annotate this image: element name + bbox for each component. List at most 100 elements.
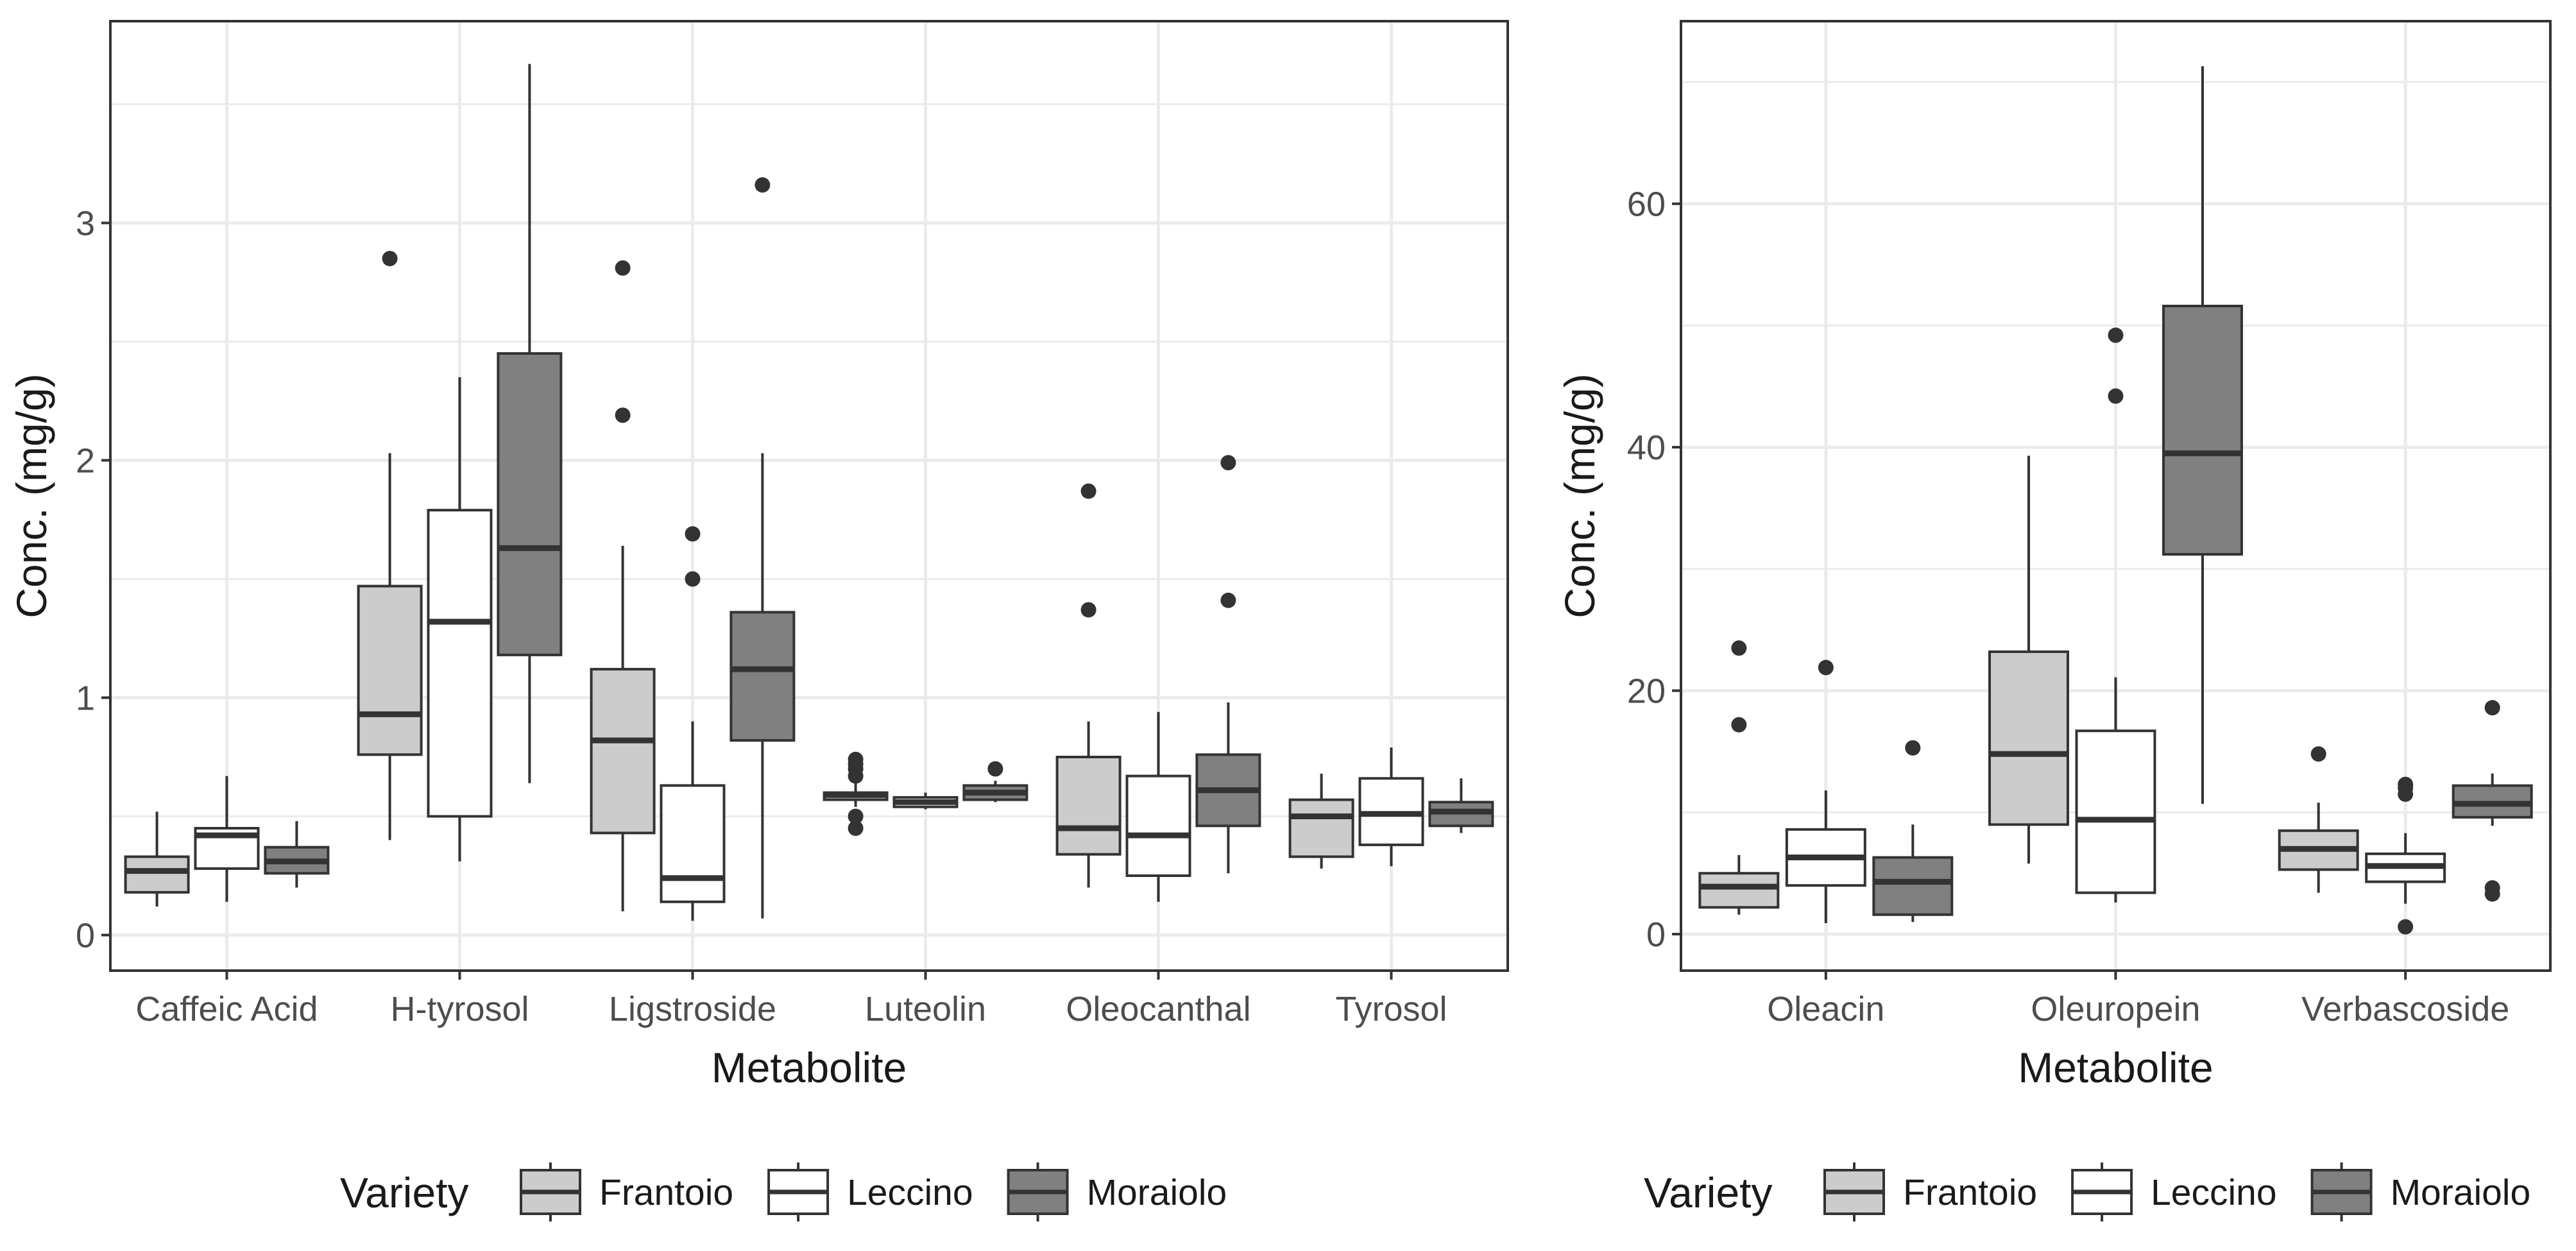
outlier-point xyxy=(615,407,631,423)
chart-right: 0 20 40 60 Oleacin Oleuropein Verbascoside Meta… xyxy=(1556,20,2552,1091)
box-iqr xyxy=(427,509,493,818)
outlier-point xyxy=(2398,776,2414,792)
outlier-point xyxy=(2484,700,2500,716)
legend-entry-moraiolo: Moraiolo xyxy=(1007,1162,1227,1221)
box-oleuropein-leccino xyxy=(2075,327,2156,903)
legend-title: Variety xyxy=(1644,1169,1773,1216)
outlier-point xyxy=(685,571,701,587)
y-tick-label: 3 xyxy=(76,205,95,243)
box-iqr xyxy=(1288,798,1354,858)
outlier-point xyxy=(1220,592,1236,608)
outlier-point xyxy=(382,251,398,266)
box-oleuropein-moraiolo xyxy=(2162,66,2243,804)
outlier-point xyxy=(2108,388,2124,404)
y-axis-title: Conc. (mg/g) xyxy=(1556,373,1603,618)
legend-label: Frantoio xyxy=(599,1172,733,1213)
y-axis-title: Conc. (mg/g) xyxy=(8,373,55,618)
legend-label: Leccino xyxy=(2151,1172,2276,1213)
box-luteolin-leccino xyxy=(892,792,959,810)
chart-left: 0 1 2 3 Caffeic Acid H-tyrosol Ligstroside Lute… xyxy=(8,20,1509,1091)
legend-label: Frantoio xyxy=(1903,1172,2037,1213)
outlier-point xyxy=(615,260,631,276)
x-tick-label: H-tyrosol xyxy=(390,990,529,1028)
x-tick-label: Oleocanthal xyxy=(1066,990,1250,1028)
panel-border xyxy=(109,20,1509,972)
box-tyrosol-moraiolo xyxy=(1428,778,1494,833)
x-tick-label: Tyrosol xyxy=(1335,990,1447,1028)
box-luteolin-moraiolo xyxy=(962,761,1028,803)
legend-label: Leccino xyxy=(847,1172,973,1213)
box-oleuropein-frantoio xyxy=(1988,455,2069,864)
y-tick-label: 0 xyxy=(1646,915,1666,954)
box-iqr xyxy=(1988,650,2069,826)
box-iqr xyxy=(1125,774,1191,877)
y-tick-label: 0 xyxy=(76,917,95,955)
box-caffeic-acid-frantoio xyxy=(124,812,190,907)
box-luteolin-frantoio xyxy=(823,751,889,836)
box-iqr xyxy=(1698,872,1780,909)
box-caffeic-acid-moraiolo xyxy=(264,821,330,888)
box-iqr xyxy=(660,784,726,903)
box-verbascoside-frantoio xyxy=(2278,746,2359,893)
outlier-point xyxy=(2108,327,2124,343)
y-tick-label: 2 xyxy=(76,442,95,481)
box-iqr xyxy=(497,352,563,656)
outlier-point xyxy=(2398,919,2414,935)
legend-label: Moraiolo xyxy=(2391,1172,2531,1213)
box-tyrosol-frantoio xyxy=(1288,773,1354,869)
y-tick-label: 40 xyxy=(1627,429,1666,467)
x-tick-label: Caffeic Acid xyxy=(135,990,318,1028)
box-verbascoside-moraiolo xyxy=(2452,700,2533,902)
x-axis-title: Metabolite xyxy=(2018,1044,2213,1091)
box-oleacin-leccino xyxy=(1785,660,1866,923)
box-iqr xyxy=(124,855,190,894)
box-iqr xyxy=(357,584,423,756)
outlier-point xyxy=(1905,740,1921,756)
legend-entry-moraiolo: Moraiolo xyxy=(2310,1162,2531,1221)
box-ligstroside-leccino xyxy=(660,526,726,921)
box-oleocanthal-frantoio xyxy=(1055,483,1122,888)
x-axis-title: Metabolite xyxy=(712,1044,907,1091)
box-h-tyrosol-frantoio xyxy=(357,251,423,840)
outlier-point xyxy=(1731,717,1747,733)
outlier-point xyxy=(2310,746,2326,762)
legend-entry-leccino: Leccino xyxy=(2071,1162,2277,1221)
box-caffeic-acid-leccino xyxy=(194,776,260,902)
y-tick-label: 20 xyxy=(1627,672,1666,711)
box-iqr xyxy=(1872,856,1954,916)
outlier-point xyxy=(1818,660,1834,676)
box-tyrosol-leccino xyxy=(1358,747,1424,867)
x-tick-label: Ligstroside xyxy=(609,990,776,1028)
outlier-point xyxy=(1220,455,1236,471)
outlier-point xyxy=(1731,640,1747,656)
y-tick-label: 60 xyxy=(1627,185,1666,224)
outlier-point xyxy=(755,177,771,193)
outlier-point xyxy=(848,751,864,767)
legend-left: Variety Frantoio Leccino Moraiolo xyxy=(340,1162,1227,1221)
legend-title: Variety xyxy=(340,1169,469,1216)
legend-right: Variety Frantoio Leccino Moraiolo xyxy=(1644,1162,2530,1221)
outlier-point xyxy=(685,526,701,542)
legend-entry-frantoio: Frantoio xyxy=(1823,1162,2037,1221)
legend-label: Moraiolo xyxy=(1087,1172,1227,1213)
y-tick-label: 1 xyxy=(76,679,95,718)
box-ligstroside-frantoio xyxy=(590,260,656,912)
box-ligstroside-moraiolo xyxy=(729,177,796,919)
box-iqr xyxy=(2075,729,2156,894)
x-tick-label: Oleacin xyxy=(1767,990,1884,1028)
box-h-tyrosol-moraiolo xyxy=(497,64,563,783)
outlier-point xyxy=(1080,602,1096,618)
box-iqr xyxy=(1055,756,1122,856)
outlier-point xyxy=(848,808,864,824)
box-iqr xyxy=(590,668,656,835)
legend-entry-leccino: Leccino xyxy=(767,1162,973,1221)
box-iqr xyxy=(729,611,796,742)
box-oleocanthal-leccino xyxy=(1125,711,1191,902)
outlier-point xyxy=(848,821,864,836)
box-iqr xyxy=(2162,305,2243,556)
x-tick-label: Luteolin xyxy=(865,990,986,1028)
box-oleocanthal-moraiolo xyxy=(1195,455,1261,874)
x-tick-label: Verbascoside xyxy=(2301,990,2509,1028)
outlier-point xyxy=(1080,483,1096,499)
